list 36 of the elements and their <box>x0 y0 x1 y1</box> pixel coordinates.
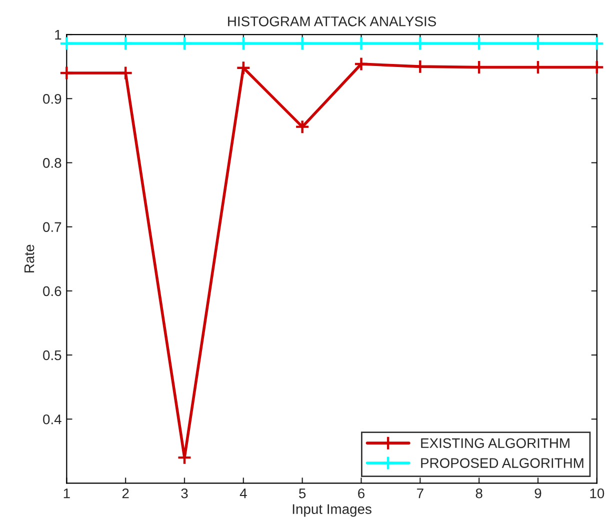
point <box>118 36 133 51</box>
x-tick-label: 6 <box>358 488 364 498</box>
x-tick-label: 7 <box>417 488 424 498</box>
y-tick-label: 0.9 <box>43 94 62 104</box>
y-axis-title: Rate <box>24 244 34 272</box>
y-tick-label: 0.4 <box>43 414 62 424</box>
point <box>236 36 251 51</box>
x-tick-label: 8 <box>476 488 482 498</box>
point <box>294 36 310 51</box>
x-tick-label: 10 <box>590 488 604 498</box>
x-tick-label: 2 <box>122 488 129 498</box>
x-tick-label: 9 <box>534 488 542 498</box>
point <box>354 56 369 72</box>
y-tick-label: 1 <box>55 30 62 40</box>
x-tick-label: 3 <box>181 488 188 498</box>
point <box>177 36 192 51</box>
chart-title: HISTOGRAM ATTACK ANALYSIS <box>228 16 436 26</box>
legend-label: EXISTING ALGORITHM <box>421 438 570 448</box>
point <box>236 60 251 76</box>
x-tick-label: 1 <box>64 488 70 498</box>
point <box>530 36 546 51</box>
point <box>294 119 310 134</box>
legend-label: PROPOSED ALGORITHM <box>421 458 584 468</box>
point <box>59 66 74 80</box>
x-tick-label: 5 <box>299 488 306 498</box>
point <box>354 36 369 51</box>
x-tick-label: 4 <box>240 488 247 498</box>
point <box>412 36 428 51</box>
y-tick-label: 0.8 <box>43 158 62 168</box>
point <box>590 36 604 51</box>
point <box>118 66 133 80</box>
y-tick-label: 0.5 <box>43 350 62 360</box>
y-tick-label: 0.6 <box>43 286 62 296</box>
y-tick-label: 0.7 <box>43 222 62 232</box>
point <box>472 36 486 51</box>
x-axis-title: Input Images <box>292 504 372 517</box>
